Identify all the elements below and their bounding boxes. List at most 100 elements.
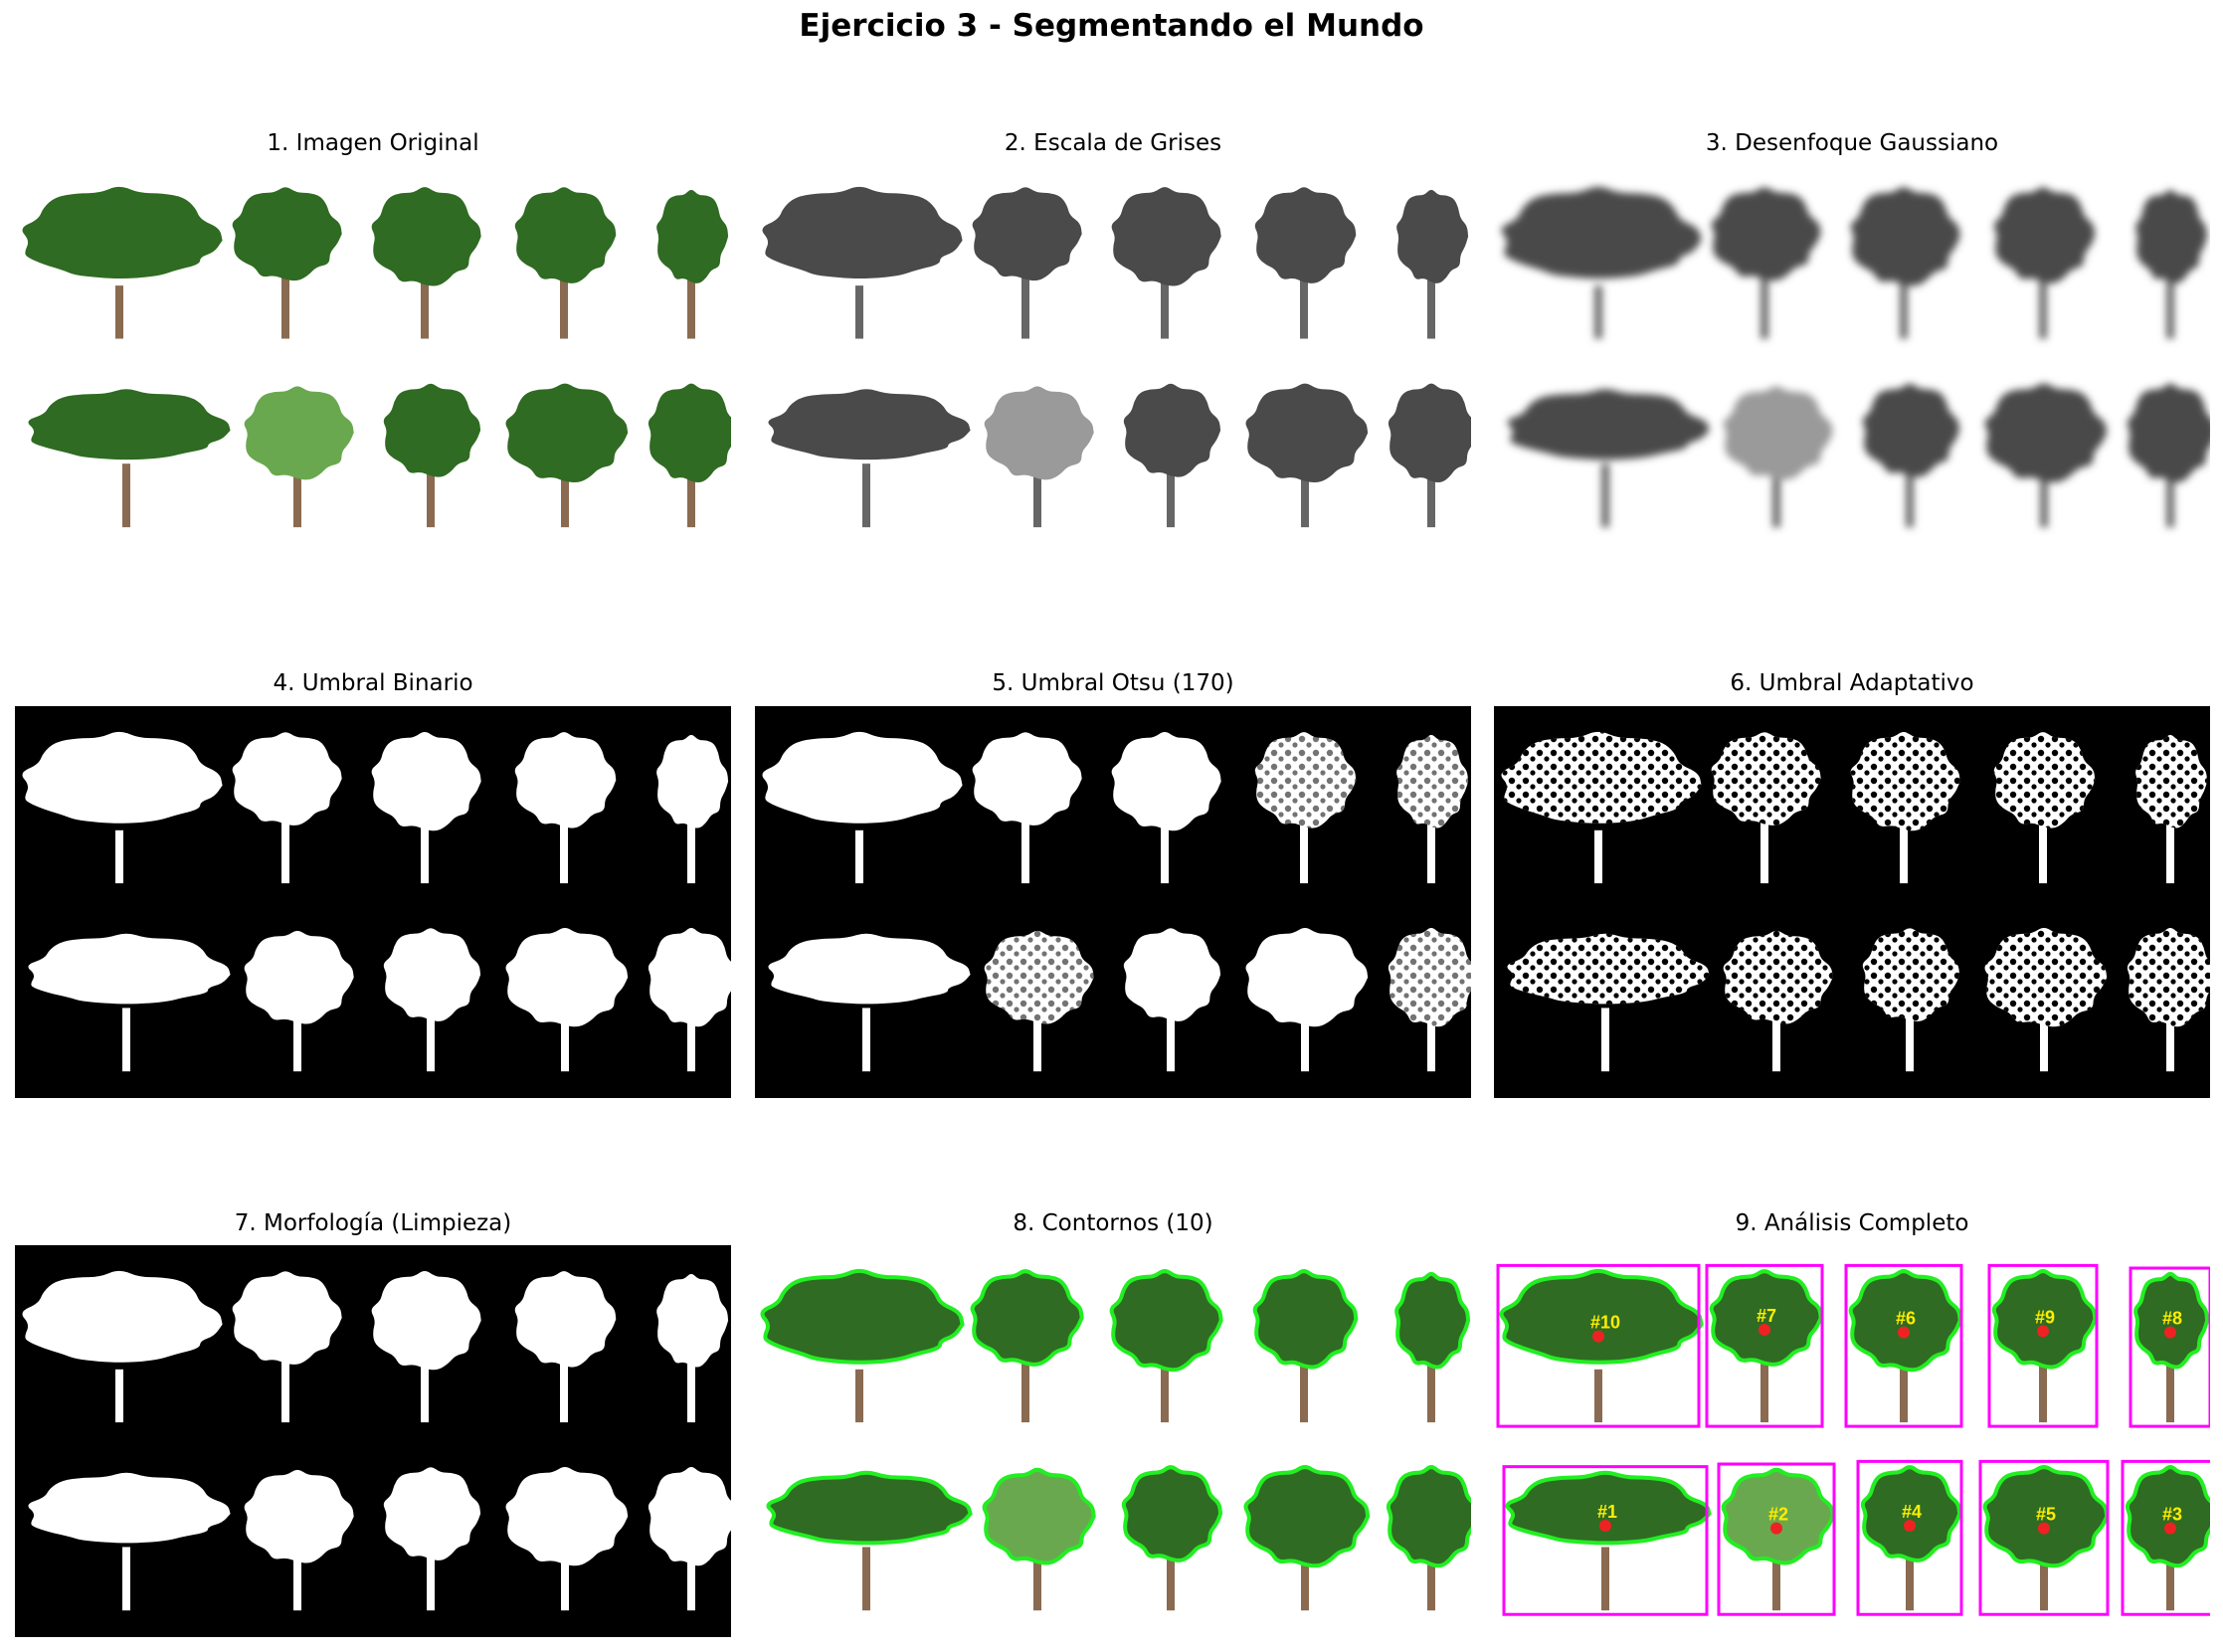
tree-6 xyxy=(768,389,970,527)
tree-2 xyxy=(973,187,1082,338)
panel-title-grayscale: 2. Escala de Grises xyxy=(755,130,1471,156)
tree-9 xyxy=(505,384,628,528)
tree-8 xyxy=(384,928,480,1071)
tree-2 xyxy=(233,1271,342,1422)
tree-3 xyxy=(372,187,481,338)
tree-3 xyxy=(1112,187,1221,338)
tree-1 xyxy=(1501,187,1701,339)
tree-1: #10 xyxy=(1498,1265,1702,1426)
tree-7 xyxy=(1724,931,1833,1071)
tree-10 xyxy=(2128,384,2210,528)
tree-10 xyxy=(1389,928,1471,1071)
panel-title-analysis: 9. Análisis Completo xyxy=(1494,1210,2210,1236)
panel-title-otsu: 5. Umbral Otsu (170) xyxy=(755,670,1471,696)
tree-2: #7 xyxy=(1707,1265,1822,1426)
tree-label: #3 xyxy=(2162,1505,2182,1525)
panel-title-contours: 8. Contornos (10) xyxy=(755,1210,1471,1236)
tree-10 xyxy=(648,928,731,1071)
tree-label: #9 xyxy=(2035,1307,2055,1327)
tree-1 xyxy=(1501,732,1701,883)
tree-label: #6 xyxy=(1896,1309,1916,1329)
tree-6 xyxy=(768,1473,970,1611)
tree-3 xyxy=(372,1271,481,1422)
tree-8 xyxy=(1863,384,1959,527)
tree-4 xyxy=(1255,732,1357,883)
tree-7 xyxy=(985,1470,1094,1610)
tree-4 xyxy=(515,732,617,883)
tree-image xyxy=(755,706,1471,1098)
tree-6 xyxy=(28,934,230,1072)
tree-7 xyxy=(985,931,1094,1071)
tree-image xyxy=(15,706,731,1098)
tree-9 xyxy=(1245,384,1368,528)
tree-label: #7 xyxy=(1757,1306,1776,1326)
tree-10 xyxy=(648,1467,731,1610)
tree-6 xyxy=(768,934,970,1072)
tree-2 xyxy=(1712,187,1821,338)
tree-9 xyxy=(505,1467,628,1610)
tree-7 xyxy=(245,931,354,1071)
tree-6 xyxy=(1507,389,1709,527)
panel-gaussian xyxy=(1494,161,2210,554)
panel-title-original: 1. Imagen Original xyxy=(15,130,731,156)
tree-1 xyxy=(762,732,962,883)
tree-image xyxy=(15,161,731,554)
panel-title-adaptive: 6. Umbral Adaptativo xyxy=(1494,670,2210,696)
tree-label: #10 xyxy=(1590,1313,1620,1333)
tree-8 xyxy=(1124,1467,1220,1610)
tree-4 xyxy=(515,1271,617,1422)
tree-10 xyxy=(1389,1467,1471,1610)
panel-otsu xyxy=(755,706,1471,1098)
tree-3 xyxy=(372,732,481,883)
panel-title-binary: 4. Umbral Binario xyxy=(15,670,731,696)
tree-label: #8 xyxy=(2162,1309,2182,1329)
tree-9 xyxy=(505,928,628,1071)
tree-5 xyxy=(656,1274,728,1422)
panel-binary xyxy=(15,706,731,1098)
panel-title-gaussian: 3. Desenfoque Gaussiano xyxy=(1494,130,2210,156)
tree-1 xyxy=(22,187,222,339)
panel-adaptive xyxy=(1494,706,2210,1098)
panel-contours xyxy=(755,1245,1471,1637)
tree-6 xyxy=(28,1473,230,1611)
tree-5 xyxy=(656,735,728,883)
tree-8 xyxy=(384,384,480,527)
tree-2 xyxy=(973,1271,1082,1422)
tree-5 xyxy=(1396,190,1468,339)
tree-1 xyxy=(22,732,222,883)
tree-image xyxy=(1494,161,2210,554)
tree-4 xyxy=(1994,732,2096,883)
tree-6: #1 xyxy=(1504,1467,1710,1615)
tree-label: #5 xyxy=(2036,1505,2056,1525)
tree-5 xyxy=(1396,1274,1468,1422)
panel-analysis: #10 #7 #6 #9 #8 #1 #2 #4 #5 #3 xyxy=(1494,1245,2210,1637)
tree-3 xyxy=(1851,187,1960,338)
tree-7 xyxy=(985,386,1094,527)
tree-4 xyxy=(515,187,617,338)
panel-original xyxy=(15,161,731,554)
tree-7 xyxy=(245,1470,354,1610)
figure-title: Ejercicio 3 - Segmentando el Mundo xyxy=(0,8,2223,44)
tree-2 xyxy=(1712,732,1821,883)
tree-3 xyxy=(1112,1271,1221,1422)
tree-image xyxy=(755,161,1471,554)
tree-image xyxy=(755,1245,1471,1637)
tree-4 xyxy=(1255,1271,1357,1422)
tree-2 xyxy=(233,732,342,883)
tree-10: #3 xyxy=(2123,1461,2210,1614)
tree-image: #10 #7 #6 #9 #8#1 #2 #4 #5 #3 xyxy=(1494,1245,2210,1637)
tree-8 xyxy=(384,1467,480,1610)
tree-3 xyxy=(1112,732,1221,883)
tree-1 xyxy=(22,1271,222,1422)
tree-6 xyxy=(28,389,230,527)
tree-4 xyxy=(1255,187,1357,338)
tree-label: #4 xyxy=(1902,1502,1922,1522)
tree-label: #1 xyxy=(1597,1502,1617,1522)
tree-9 xyxy=(1245,928,1368,1071)
tree-4: #9 xyxy=(1989,1265,2097,1426)
tree-image xyxy=(15,1245,731,1637)
tree-7 xyxy=(1724,386,1833,527)
tree-1 xyxy=(762,187,962,339)
tree-7 xyxy=(245,386,354,527)
tree-5: #8 xyxy=(2130,1268,2210,1426)
